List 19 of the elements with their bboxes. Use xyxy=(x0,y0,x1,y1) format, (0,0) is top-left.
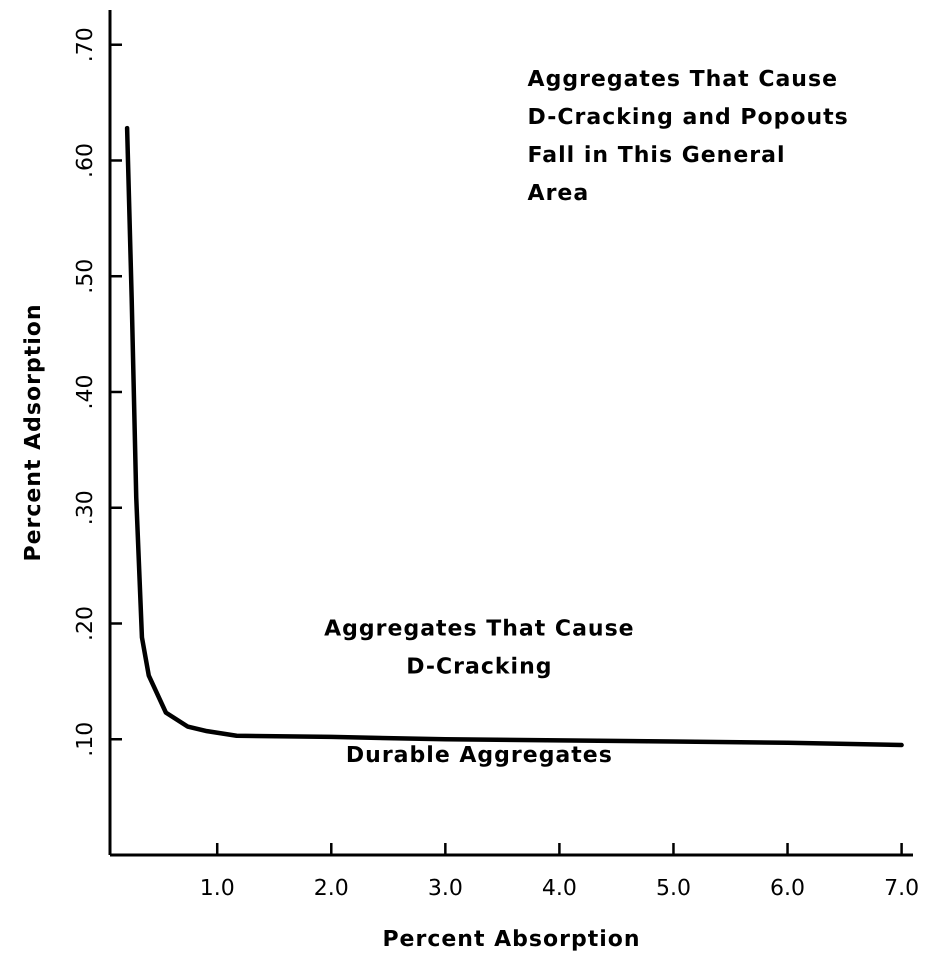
annotation: Durable Aggregates xyxy=(346,743,613,768)
x-tick-label: 2.0 xyxy=(314,876,349,901)
x-tick-label: 1.0 xyxy=(200,876,235,901)
x-axis-title: Percent Absorption xyxy=(382,927,641,952)
annotation: Aggregates That Cause D-Cracking and Popouts Fall in This General Area xyxy=(528,67,849,206)
y-tick-label: .20 xyxy=(73,606,98,641)
y-tick-label: .10 xyxy=(73,722,98,757)
annotation: Aggregates That Cause D-Cracking xyxy=(324,616,635,680)
x-tick-label: 4.0 xyxy=(542,876,577,901)
y-axis-title: Percent Adsorption xyxy=(21,303,46,562)
y-tick-label: .70 xyxy=(73,27,98,62)
x-tick-label: 5.0 xyxy=(656,876,691,901)
x-tick-label: 3.0 xyxy=(428,876,463,901)
x-tick-label: 6.0 xyxy=(770,876,806,901)
y-tick-label: .50 xyxy=(73,258,98,294)
y-tick-label: .40 xyxy=(73,374,98,410)
y-tick-label: .60 xyxy=(73,142,98,178)
x-tick-label: 7.0 xyxy=(884,876,920,901)
y-tick-label: .30 xyxy=(73,490,98,526)
